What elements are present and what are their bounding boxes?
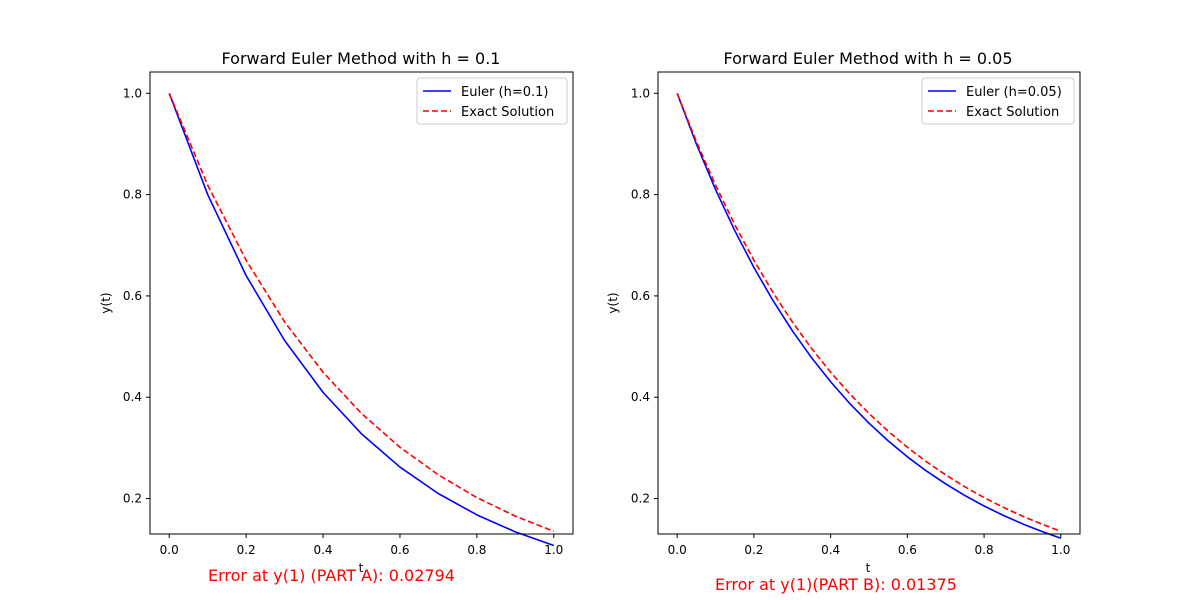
panel-a-legend-label: Euler (h=0.1) bbox=[461, 85, 549, 100]
panel-b-legend-label: Exact Solution bbox=[966, 105, 1059, 120]
panel-b-legend-box bbox=[921, 77, 1075, 125]
panel-a-x-tick-label: 0.4 bbox=[313, 543, 332, 557]
panel-b-series-euler-line bbox=[676, 92, 1062, 540]
panel-a-series-exact-line bbox=[168, 92, 555, 533]
panel-a-legend-label: Exact Solution bbox=[461, 105, 554, 120]
panel-b: Forward Euler Method with h = 0.05 0.0 0.… bbox=[606, 49, 1081, 575]
panel-b-series-exact-line bbox=[676, 92, 1062, 533]
panel-b-xlabel: t bbox=[866, 561, 871, 575]
panel-a-y-tick-label: 0.8 bbox=[123, 188, 142, 202]
panel-b-x-tick-label: 0.6 bbox=[898, 543, 917, 557]
panel-a-xlabel: t bbox=[359, 561, 364, 575]
panel-a-x-tick-label: 0.8 bbox=[467, 543, 486, 557]
panel-b-legend-label: Euler (h=0.05) bbox=[966, 85, 1062, 100]
panel-b-x-tick-label: 0.8 bbox=[975, 543, 994, 557]
panel-a-y-tick-label: 0.4 bbox=[123, 390, 142, 404]
panel-a-error-annotation: Error at y(1) (PART A): 0.02794 bbox=[208, 566, 455, 585]
panel-b-x-tick-label: 1.0 bbox=[1051, 543, 1070, 557]
panel-a-axes-frame bbox=[149, 71, 574, 535]
panel-a-y-tick-label: 1.0 bbox=[123, 86, 142, 100]
panel-a-x-tick-label: 0.0 bbox=[160, 543, 179, 557]
panel-b-y-tick-label: 0.6 bbox=[631, 289, 650, 303]
panel-b-axes-frame bbox=[657, 71, 1081, 535]
panel-b-y-tick-label: 1.0 bbox=[631, 86, 650, 100]
panel-b-x-tick-label: 0.0 bbox=[668, 543, 687, 557]
panel-a-x-tick-label: 0.2 bbox=[237, 543, 256, 557]
panel-a-x-tick-label: 1.0 bbox=[544, 543, 563, 557]
panel-a: Forward Euler Method with h = 0.1 0.0 0.2… bbox=[99, 49, 574, 575]
panel-b-y-tick-label: 0.4 bbox=[631, 390, 650, 404]
panel-b-y-tick-label: 0.8 bbox=[631, 188, 650, 202]
panel-b-title: Forward Euler Method with h = 0.05 bbox=[723, 49, 1012, 68]
panel-b-plot-area: 0.0 0.2 0.4 0.6 0.8 1.0 0.2 0.4 0.6 0.8 1.0 Euler (… bbox=[631, 71, 1081, 557]
panel-a-ylabel: y(t) bbox=[99, 292, 113, 313]
panel-a-plot-area: 0.0 0.2 0.4 0.6 0.8 1.0 0.2 0.4 0.6 0.8 1.0 Euler (… bbox=[123, 71, 574, 557]
panel-b-error-annotation: Error at y(1)(PART B): 0.01375 bbox=[715, 575, 957, 594]
panel-a-title: Forward Euler Method with h = 0.1 bbox=[222, 49, 501, 68]
panel-a-series-euler-line bbox=[168, 92, 555, 547]
panel-a-x-tick-label: 0.6 bbox=[390, 543, 409, 557]
panel-b-ylabel: y(t) bbox=[606, 292, 620, 313]
panel-b-y-tick-label: 0.2 bbox=[631, 492, 650, 506]
panel-a-legend-box bbox=[416, 77, 568, 125]
panel-b-x-tick-label: 0.4 bbox=[821, 543, 840, 557]
panel-a-y-tick-label: 0.6 bbox=[123, 289, 142, 303]
panel-a-y-tick-label: 0.2 bbox=[123, 492, 142, 506]
panel-b-x-tick-label: 0.2 bbox=[744, 543, 763, 557]
